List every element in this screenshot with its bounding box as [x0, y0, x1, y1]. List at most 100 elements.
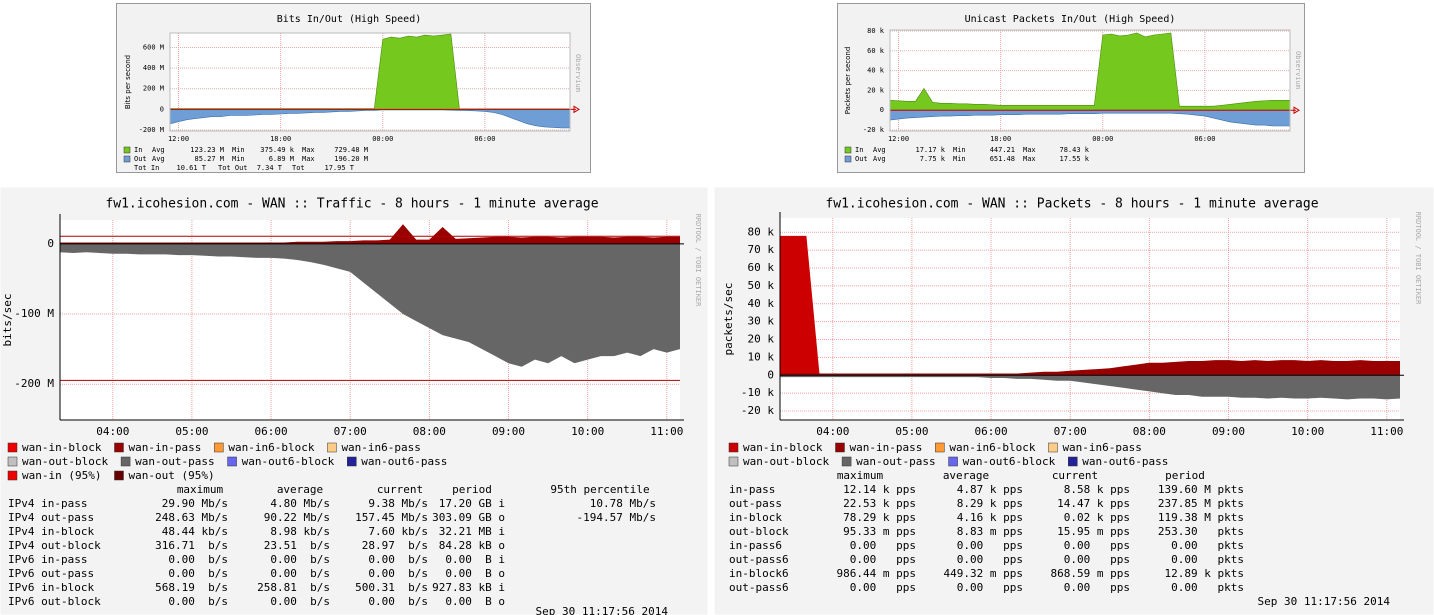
x-tick-label: 00:00 — [1092, 135, 1113, 143]
stat-value: 17.55 k — [1059, 155, 1089, 163]
legend-swatch — [1048, 442, 1058, 453]
total-label: Tot — [292, 164, 305, 172]
x-tick-label: 07:00 — [334, 425, 367, 438]
x-tick-label: 18:00 — [990, 135, 1011, 143]
stat-label: Max — [1023, 155, 1036, 163]
legend-label: wan-in-block — [743, 441, 823, 454]
y-tick-label: 20 k — [748, 333, 775, 346]
legend-swatch — [728, 456, 739, 467]
table-cell: 0.00 pps — [957, 553, 1023, 566]
x-tick-label: 18:00 — [270, 135, 291, 143]
y-tick-label: 600 M — [143, 43, 164, 51]
y-tick-label: -200 M — [14, 377, 54, 390]
table-cell: 8.83 m pps — [957, 525, 1023, 538]
area-series — [889, 109, 1291, 127]
total-value: 10.61 T — [176, 164, 206, 172]
table-row-label: in-block6 — [729, 567, 789, 580]
table-cell: 4.80 Mb/s — [270, 497, 330, 510]
stat-value: 447.21 — [990, 146, 1015, 154]
watermark: RRDTOOL / TOBI OETIKER — [694, 214, 702, 308]
chart-title: fw1.icohesion.com - WAN :: Traffic - 8 h… — [105, 197, 598, 212]
y-tick-label: 0 — [880, 106, 884, 114]
table-cell: 0.00 pkts — [1171, 581, 1244, 594]
stat-label: Min — [953, 146, 966, 154]
legend-label: wan-out-pass — [135, 455, 214, 468]
stat-label: Avg — [152, 146, 165, 154]
table-cell: 0.02 k pps — [1064, 511, 1130, 524]
legend-swatch — [7, 456, 18, 467]
table-row-label: in-block — [729, 511, 782, 524]
table-cell: 14.47 k pps — [1057, 497, 1130, 510]
table-cell: 449.32 m pps — [944, 567, 1023, 580]
legend-label: wan-out-pass — [856, 455, 935, 468]
legend-swatch — [114, 442, 124, 453]
table-cell: 0.00 B o — [445, 567, 505, 580]
x-tick-label: 06:00 — [975, 425, 1008, 438]
table-row-label: IPv6 in-block — [8, 581, 94, 594]
legend-label: wan-in6-block — [228, 441, 314, 454]
total-value: 7.34 T — [257, 164, 283, 172]
table-cell: 10.78 Mb/s — [590, 497, 656, 510]
stat-value: 375.49 k — [260, 146, 295, 154]
area-series — [60, 224, 680, 244]
y-tick-label: 10 k — [748, 350, 775, 363]
x-tick-label: 10:00 — [571, 425, 604, 438]
x-tick-label: 06:00 — [474, 135, 495, 143]
stat-value: 123.23 M — [190, 146, 224, 154]
legend-swatch — [347, 456, 357, 467]
table-cell: 927.83 kB i — [432, 581, 505, 594]
area-series — [780, 375, 1400, 400]
stat-label: Max — [302, 155, 315, 163]
y-tick-label: 200 M — [143, 85, 164, 93]
y-tick-label: -100 M — [14, 307, 54, 320]
table-row-label: IPv6 out-pass — [8, 567, 94, 580]
legend-swatch — [214, 442, 224, 453]
table-cell: 0.00 b/s — [368, 567, 428, 580]
table-cell: 4.87 k pps — [957, 483, 1023, 496]
table-row-label: in-pass — [729, 483, 775, 496]
stat-value: 729.48 M — [334, 146, 368, 154]
x-tick-label: 12:00 — [888, 135, 909, 143]
legend-label: Out — [134, 155, 147, 163]
y-tick-label: 40 k — [867, 67, 885, 75]
table-cell: 0.00 pps — [957, 539, 1023, 552]
stat-value: 17.17 k — [915, 146, 945, 154]
table-cell: 0.00 b/s — [270, 567, 330, 580]
table-row-label: IPv6 in-pass — [8, 553, 87, 566]
table-cell: 22.53 k pps — [843, 497, 916, 510]
stat-label: Max — [302, 146, 315, 154]
x-tick-label: 09:00 — [1212, 425, 1245, 438]
area-series — [780, 360, 1400, 376]
table-cell: 316.71 b/s — [155, 539, 228, 552]
table-cell: 868.59 m pps — [1051, 567, 1130, 580]
table-cell: 12.89 k pkts — [1165, 567, 1244, 580]
table-cell: 0.00 B i — [445, 553, 505, 566]
y-tick-label: 20 k — [867, 86, 885, 94]
table-cell: 248.63 Mb/s — [155, 511, 228, 524]
chart-title: Unicast Packets In/Out (High Speed) — [965, 14, 1176, 25]
table-cell: 95.33 m pps — [843, 525, 916, 538]
y-tick-label: 0 — [47, 237, 54, 250]
legend-swatch — [835, 442, 845, 453]
x-tick-label: 09:00 — [492, 425, 525, 438]
legend-label: wan-in-pass — [128, 441, 201, 454]
watermark: Observium — [1294, 51, 1302, 89]
y-tick-label: 60 k — [748, 261, 775, 274]
watermark: RRDTOOL / TOBI OETIKER — [1414, 212, 1422, 306]
area-series — [169, 109, 571, 129]
table-cell: 303.09 GB o — [432, 511, 505, 524]
x-tick-label: 08:00 — [413, 425, 446, 438]
stat-value: 196.20 M — [334, 155, 368, 163]
legend-label: wan-in-pass — [849, 441, 922, 454]
table-cell: 15.95 m pps — [1057, 525, 1130, 538]
legend-swatch — [728, 442, 739, 453]
table-cell: 84.28 kB o — [439, 539, 505, 552]
table-row-label: out-block — [729, 525, 789, 538]
table-cell: 0.00 b/s — [270, 595, 330, 608]
area-series — [169, 33, 571, 110]
table-cell: 0.00 pkts — [1171, 539, 1244, 552]
table-cell: 0.00 b/s — [368, 595, 428, 608]
table-cell: 0.00 b/s — [270, 553, 330, 566]
y-axis-label: Bits per second — [124, 55, 132, 109]
table-cell: 0.00 b/s — [368, 553, 428, 566]
